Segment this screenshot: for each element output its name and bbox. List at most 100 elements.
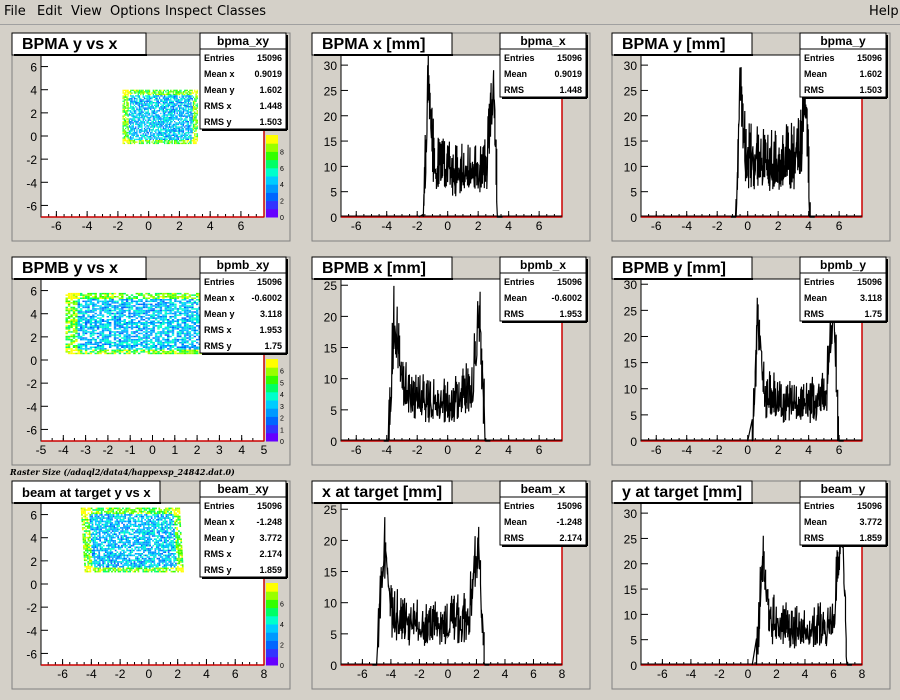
menu-file[interactable]: File bbox=[4, 4, 26, 19]
heatmap-cell bbox=[193, 297, 196, 299]
heatmap-cell bbox=[171, 112, 173, 115]
stats-value: -0.6002 bbox=[551, 293, 582, 303]
heatmap-cell bbox=[111, 306, 114, 309]
heatmap-cell bbox=[87, 533, 89, 536]
heatmap-cell bbox=[140, 93, 142, 96]
heatmap-cell bbox=[121, 315, 124, 318]
heatmap-cell bbox=[99, 549, 102, 552]
heatmap-cell bbox=[70, 322, 73, 324]
heatmap-cell bbox=[191, 351, 194, 353]
heatmap-cell bbox=[99, 562, 101, 565]
heatmap-cell bbox=[128, 297, 131, 299]
heatmap-cell bbox=[194, 138, 196, 141]
heatmap-cell bbox=[180, 135, 182, 138]
heatmap-cell bbox=[182, 112, 185, 115]
heatmap-cell bbox=[85, 536, 88, 539]
heatmap-cell bbox=[181, 340, 184, 342]
heatmap-cell bbox=[108, 507, 111, 510]
heatmap-cell bbox=[128, 553, 130, 555]
heatmap-cell bbox=[135, 331, 138, 333]
x-tick-label: -6 bbox=[651, 219, 662, 233]
heatmap-cell bbox=[196, 114, 198, 116]
x-tick-label: 4 bbox=[207, 219, 214, 233]
heatmap-cell bbox=[93, 530, 96, 532]
heatmap-cell bbox=[177, 131, 180, 134]
heatmap-cell bbox=[194, 100, 196, 102]
heatmap-cell bbox=[145, 137, 147, 139]
heatmap-cell bbox=[179, 108, 181, 111]
heatmap-cell bbox=[195, 116, 197, 119]
menu-help[interactable]: Help bbox=[869, 4, 899, 19]
heatmap-cell bbox=[91, 519, 94, 521]
heatmap-cell bbox=[133, 351, 136, 353]
menu-inspect[interactable]: Inspect bbox=[165, 4, 213, 19]
heatmap-cell bbox=[159, 299, 163, 301]
heatmap-cell bbox=[146, 141, 148, 143]
heatmap-cell bbox=[148, 140, 151, 142]
heatmap-cell bbox=[157, 302, 160, 304]
heatmap-cell bbox=[192, 119, 195, 121]
heatmap-cell bbox=[100, 557, 103, 560]
heatmap-cell bbox=[166, 121, 168, 123]
heatmap-cell bbox=[118, 556, 121, 558]
heatmap-cell bbox=[141, 111, 143, 113]
heatmap-cell bbox=[175, 108, 177, 111]
heatmap-cell bbox=[161, 99, 163, 101]
heatmap-cell bbox=[171, 329, 175, 332]
menu-classes[interactable]: Classes bbox=[217, 4, 266, 19]
heatmap-cell bbox=[179, 142, 181, 145]
heatmap-cell bbox=[150, 322, 153, 324]
heatmap-cell bbox=[128, 527, 130, 529]
menu-options[interactable]: Options bbox=[110, 4, 161, 19]
heatmap-cell bbox=[116, 530, 119, 532]
heatmap-cell bbox=[75, 335, 78, 338]
heatmap-cell bbox=[157, 320, 160, 322]
heatmap-cell bbox=[115, 569, 118, 571]
heatmap-cell bbox=[185, 134, 187, 136]
heatmap-cell bbox=[140, 138, 142, 141]
heatmap-cell bbox=[107, 559, 109, 562]
heatmap-cell bbox=[147, 349, 151, 352]
heatmap-cell bbox=[107, 562, 109, 565]
heatmap-cell bbox=[187, 110, 190, 112]
heatmap-cell bbox=[167, 296, 170, 298]
root-canvas[interactable]: -6 -4 -2 0 2 4 6 -6 -4 -2 0 2 4 6 0 2 4 6 8 BPMA y vs x bpma… bbox=[0, 25, 900, 700]
heatmap-cell bbox=[171, 102, 173, 104]
heatmap-cell bbox=[174, 112, 176, 115]
menu-view[interactable]: View bbox=[71, 4, 102, 19]
heatmap-cell bbox=[170, 134, 172, 136]
menu-edit[interactable]: Edit bbox=[37, 4, 63, 19]
heatmap-cell bbox=[182, 111, 185, 113]
heatmap-cell bbox=[150, 329, 153, 332]
heatmap-cell bbox=[183, 312, 187, 315]
heatmap-cell bbox=[99, 311, 102, 313]
heatmap-cell bbox=[186, 314, 189, 316]
heatmap-cell bbox=[104, 520, 107, 523]
heatmap-cell bbox=[107, 533, 109, 536]
heatmap-cell bbox=[186, 97, 188, 100]
heatmap-cell bbox=[107, 570, 110, 573]
heatmap-cell bbox=[157, 130, 159, 132]
stats-label: RMS x bbox=[204, 101, 232, 111]
heatmap-cell bbox=[75, 352, 78, 355]
heatmap-cell bbox=[96, 297, 100, 299]
stats-label: Entries bbox=[804, 53, 835, 63]
heatmap-cell bbox=[96, 322, 100, 324]
heatmap-cell bbox=[123, 107, 126, 109]
heatmap-cell bbox=[129, 514, 131, 516]
heatmap-cell bbox=[128, 549, 130, 552]
heatmap-cell bbox=[150, 334, 153, 336]
heatmap-cell bbox=[140, 349, 143, 352]
heatmap-cell bbox=[145, 115, 147, 117]
heatmap-cell bbox=[117, 541, 120, 544]
heatmap-cell bbox=[87, 536, 90, 539]
heatmap-cell bbox=[185, 89, 187, 92]
heatmap-cell bbox=[128, 335, 131, 338]
heatmap-cell bbox=[148, 100, 151, 102]
heatmap-cell bbox=[86, 520, 89, 523]
heatmap-cell bbox=[175, 110, 177, 112]
heatmap-cell bbox=[181, 294, 184, 296]
heatmap-cell bbox=[90, 525, 92, 527]
heatmap-cell bbox=[96, 514, 98, 516]
heatmap-cell bbox=[105, 564, 108, 566]
